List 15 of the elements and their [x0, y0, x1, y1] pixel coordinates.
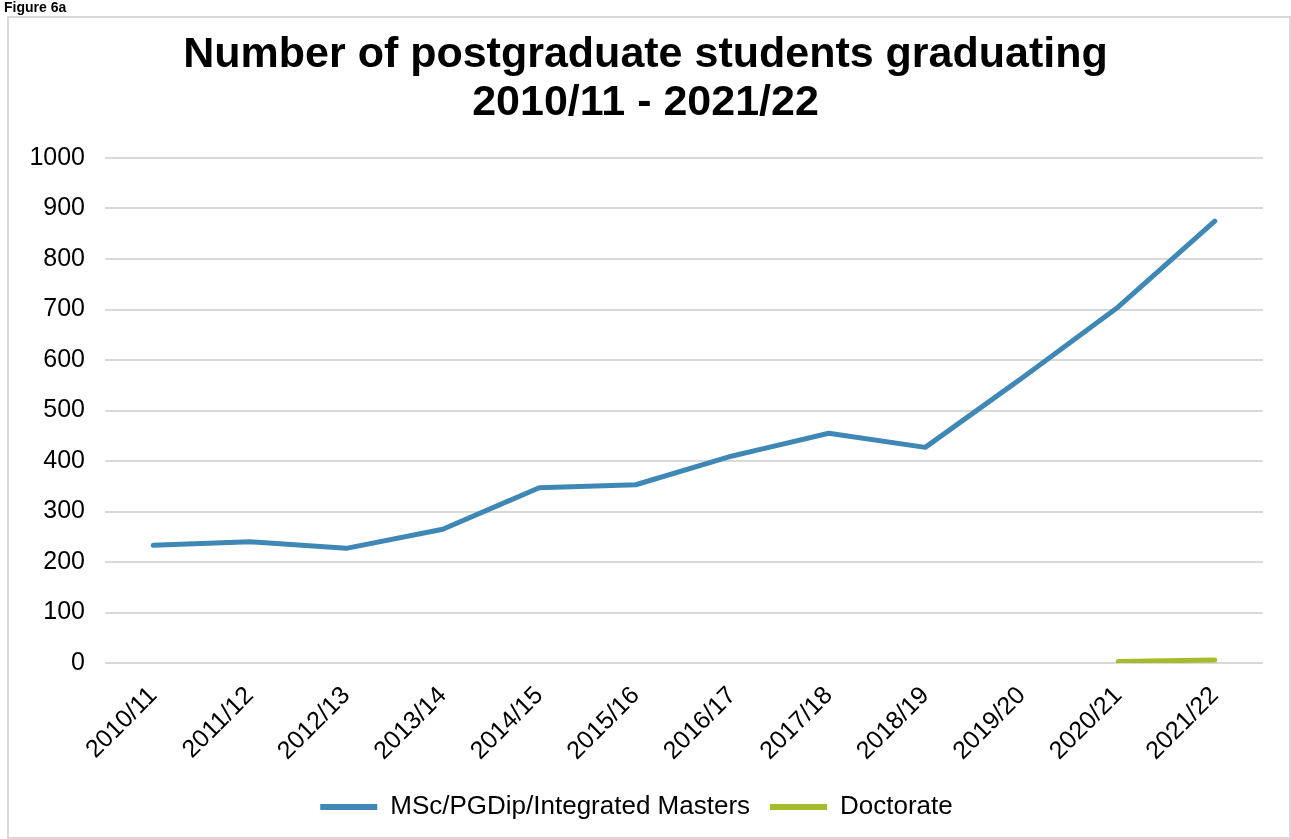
- caption: Figure 6a: [4, 0, 67, 15]
- y-tick-label: 400: [43, 444, 85, 473]
- y-tick-label: 100: [43, 596, 85, 625]
- y-tick-label: 900: [43, 192, 85, 221]
- y-tick-label: 700: [43, 293, 85, 322]
- legend-label: MSc/PGDip/Integrated Masters: [390, 790, 751, 821]
- y-tick-label: 300: [43, 495, 85, 524]
- y-tick-label: 0: [71, 646, 85, 675]
- y-tick-label: 500: [43, 394, 85, 423]
- y-tick-label: 1000: [29, 141, 85, 170]
- chart-title: Number of postgraduate students graduating 2010/11 - 2021/22: [182, 28, 1109, 124]
- y-tick-label: 200: [43, 545, 85, 574]
- y-tick-label: 600: [43, 343, 85, 372]
- legend-label: Doctorate: [840, 790, 953, 821]
- y-tick-label: 800: [43, 242, 85, 271]
